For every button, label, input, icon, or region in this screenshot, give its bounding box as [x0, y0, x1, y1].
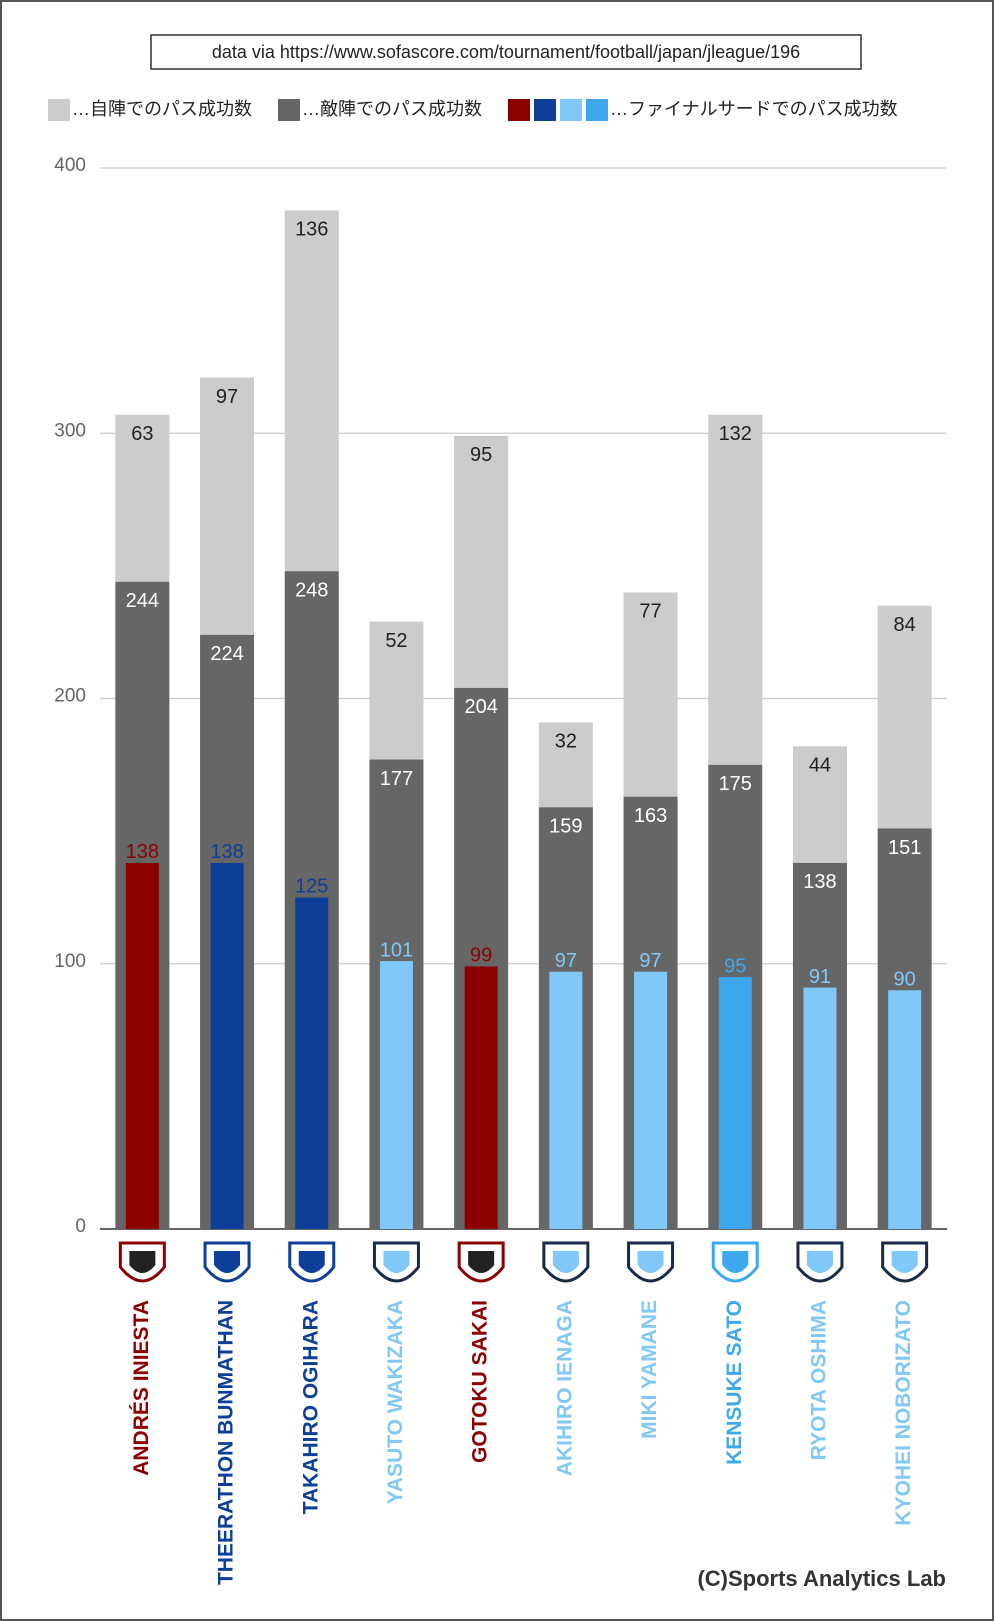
bar-own-half — [877, 605, 932, 829]
team-crest-inner — [637, 1251, 664, 1273]
legend-label: …敵陣でのパス成功数 — [302, 99, 482, 119]
bar-final-third — [295, 897, 329, 1229]
value-label: 99 — [470, 945, 492, 967]
bar-own-half — [369, 621, 424, 760]
legend-swatch — [508, 99, 530, 121]
value-label: 224 — [210, 643, 243, 665]
source: data via https://www.sofascore.com/tourn… — [212, 42, 800, 62]
legend-label: …ファイナルサードでのパス成功数 — [610, 99, 898, 119]
category-label: THEERATHON BUNMATHAN — [215, 1300, 238, 1585]
value-label: 175 — [719, 773, 752, 795]
value-label: 95 — [470, 444, 492, 466]
team-crest-inner — [383, 1251, 410, 1273]
bar-final-third — [888, 990, 922, 1229]
value-label: 101 — [380, 939, 413, 961]
category-label: ANDRÉS INIESTA — [130, 1300, 153, 1476]
team-crest-inner — [468, 1251, 495, 1273]
legend-swatch — [586, 99, 608, 121]
y-tick-label: 300 — [54, 420, 86, 441]
bar-final-third — [718, 977, 752, 1229]
value-label: 248 — [295, 579, 328, 601]
bar-own-half — [454, 435, 509, 688]
bar-final-third — [634, 971, 668, 1229]
value-label: 125 — [295, 876, 328, 898]
bar-own-half — [708, 414, 763, 765]
y-tick-label: 400 — [54, 155, 86, 176]
bar-own-half — [284, 210, 339, 572]
value-label: 177 — [380, 768, 413, 790]
value-label: 95 — [724, 955, 746, 977]
team-crest-inner — [806, 1251, 833, 1273]
bar-own-half — [200, 377, 255, 635]
value-label: 132 — [719, 423, 752, 445]
bar-own-half — [792, 746, 847, 863]
bar-final-third — [803, 987, 837, 1229]
value-label: 97 — [639, 950, 661, 972]
legend-swatch — [560, 99, 582, 121]
value-label: 97 — [216, 386, 238, 408]
legend-swatch — [534, 99, 556, 121]
y-tick-label: 200 — [54, 686, 86, 707]
credit: (C)Sports Analytics Lab — [697, 1566, 946, 1591]
team-crest-inner — [552, 1251, 579, 1273]
bar-own-half — [115, 414, 170, 582]
value-label: 138 — [803, 871, 836, 893]
category-label: RYOTA OSHIMA — [807, 1300, 830, 1460]
category-label: MIKI YAMANE — [638, 1300, 661, 1439]
category-label: KYOHEI NOBORIZATO — [892, 1300, 915, 1526]
value-label: 77 — [639, 601, 661, 623]
bar-final-third — [125, 862, 159, 1229]
value-label: 138 — [210, 841, 243, 863]
team-crest-inner — [891, 1251, 918, 1273]
y-tick-label: 100 — [54, 951, 86, 972]
bar-own-half — [538, 722, 593, 808]
value-label: 151 — [888, 837, 921, 859]
value-label: 136 — [295, 219, 328, 241]
category-label: YASUTO WAKIZAKA — [384, 1300, 407, 1504]
team-crest-inner — [298, 1251, 325, 1273]
bar-own-half — [623, 592, 678, 797]
value-label: 84 — [894, 614, 916, 636]
category-label: KENSUKE SATO — [723, 1300, 746, 1465]
value-label: 32 — [555, 731, 577, 753]
bar-final-third — [379, 961, 413, 1229]
category-label: TAKAHIRO OGIHARA — [299, 1300, 322, 1514]
value-label: 138 — [126, 841, 159, 863]
y-tick-label: 0 — [75, 1216, 86, 1237]
value-label: 97 — [555, 950, 577, 972]
value-label: 163 — [634, 805, 667, 827]
value-label: 63 — [131, 423, 153, 445]
value-label: 244 — [126, 590, 159, 612]
value-label: 90 — [894, 969, 916, 991]
value-label: 204 — [464, 696, 497, 718]
legend-label: …自陣でのパス成功数 — [72, 99, 252, 119]
category-label: AKIHIRO IENAGA — [553, 1300, 576, 1476]
bar-final-third — [549, 971, 583, 1229]
category-label: GOTOKU SAKAI — [469, 1300, 492, 1463]
legend-swatch — [48, 99, 70, 121]
source-box — [150, 34, 862, 70]
value-label: 52 — [385, 630, 407, 652]
team-crest-inner — [214, 1251, 241, 1273]
value-label: 91 — [809, 966, 831, 988]
team-crest-inner — [129, 1251, 156, 1273]
value-label: 44 — [809, 755, 831, 777]
value-label: 159 — [549, 816, 582, 838]
bar-final-third — [210, 862, 244, 1229]
legend-swatch — [278, 99, 300, 121]
bar-final-third — [464, 966, 498, 1229]
team-crest-inner — [722, 1251, 749, 1273]
